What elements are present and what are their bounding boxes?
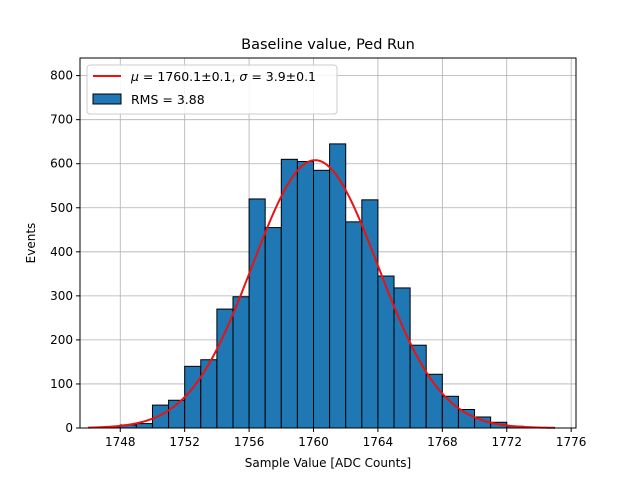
x-tick-label: 1768 — [427, 435, 458, 449]
y-tick-label: 300 — [50, 289, 73, 303]
histogram-bar — [151, 404, 170, 429]
fit-curve-group — [88, 159, 556, 429]
legend-rms-label: RMS = 3.88 — [131, 92, 205, 107]
legend-sigma-value: = 3.9±0.1 — [247, 69, 316, 84]
y-tick-label: 0 — [65, 421, 73, 435]
histogram-bar — [264, 227, 282, 429]
histogram-bar — [184, 365, 202, 429]
x-tick-label: 1764 — [363, 435, 394, 449]
y-tick-label: 400 — [50, 245, 73, 259]
x-tick-label: 1776 — [556, 435, 587, 449]
x-axis-ticks: 1748 1752 1756 1760 1764 1768 1772 1776 — [105, 428, 586, 449]
x-tick-label: 1752 — [169, 435, 200, 449]
histogram-bar — [216, 308, 234, 429]
y-tick-label: 700 — [50, 113, 73, 127]
legend-rms-swatch — [92, 93, 122, 105]
legend: μ = 1760.1±0.1, σ = 3.9±0.1 RMS = 3.88 — [86, 64, 338, 115]
x-tick-label: 1772 — [491, 435, 522, 449]
legend-box — [86, 64, 338, 115]
histogram-bar — [393, 287, 411, 429]
y-tick-label: 200 — [50, 333, 73, 347]
x-tick-label: 1760 — [298, 435, 329, 449]
chart-title: Baseline value, Ped Run — [241, 37, 415, 53]
legend-mu-value: = 1760.1±0.1, — [139, 69, 239, 84]
histogram-bar — [280, 158, 298, 429]
histogram-bar — [296, 161, 315, 429]
histogram-bar — [313, 169, 331, 429]
legend-fit-label: μ = 1760.1±0.1, σ = 3.9±0.1 — [130, 69, 316, 84]
histogram-bars — [103, 143, 524, 429]
histogram-bar — [232, 296, 250, 429]
y-tick-label: 100 — [50, 377, 73, 391]
y-axis-label: Events — [24, 223, 38, 264]
histogram-bar — [345, 221, 363, 429]
x-tick-label: 1756 — [234, 435, 265, 449]
gaussian-fit-curve — [88, 159, 556, 429]
legend-mu-symbol: μ — [130, 69, 139, 84]
histogram-bar — [200, 359, 218, 429]
histogram-bar — [135, 423, 153, 429]
x-axis-label: Sample Value [ADC Counts] — [245, 456, 411, 470]
histogram-bar — [361, 199, 379, 429]
y-tick-label: 600 — [50, 157, 73, 171]
x-tick-label: 1748 — [105, 435, 136, 449]
legend-sigma-symbol: σ — [239, 69, 248, 84]
y-axis-ticks: 0 100 200 300 400 500 600 700 800 — [50, 69, 80, 435]
histogram-bar — [248, 198, 266, 429]
y-tick-label: 800 — [50, 69, 73, 83]
plot-frame — [79, 57, 577, 429]
y-tick-label: 500 — [50, 201, 73, 215]
